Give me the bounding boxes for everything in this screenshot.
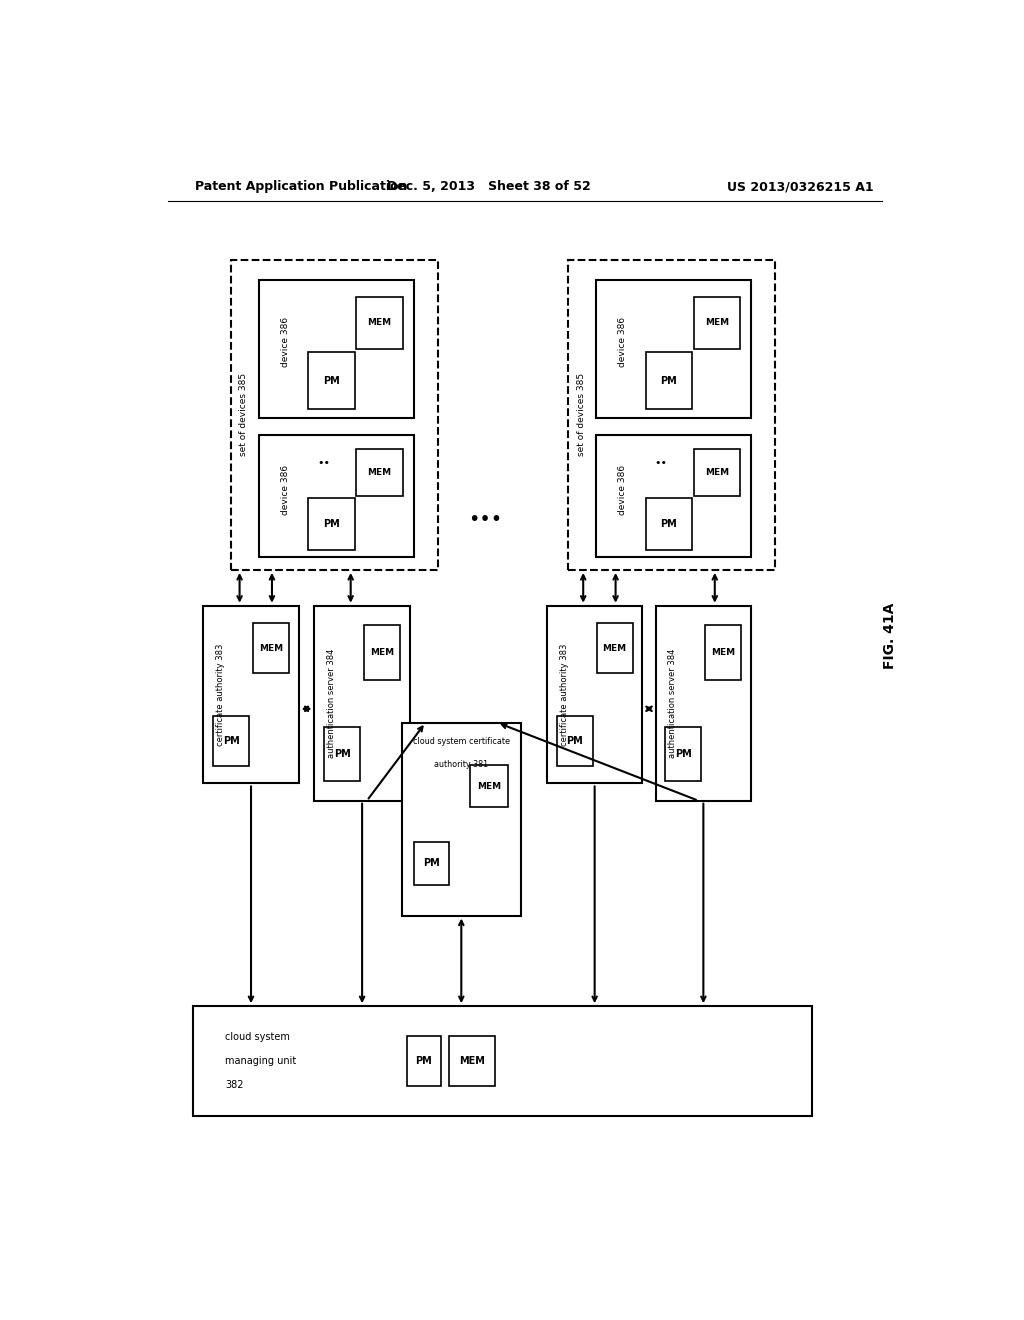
Text: device 386: device 386 bbox=[281, 317, 290, 367]
Bar bbox=[253, 623, 289, 673]
Text: MEM: MEM bbox=[602, 644, 627, 653]
Text: set of devices 385: set of devices 385 bbox=[577, 374, 586, 457]
Text: PM: PM bbox=[222, 735, 240, 746]
Bar bbox=[314, 606, 410, 801]
Bar bbox=[449, 1036, 495, 1086]
Bar bbox=[596, 434, 751, 557]
Bar bbox=[706, 626, 741, 680]
Text: •••: ••• bbox=[468, 510, 502, 529]
Text: managing unit: managing unit bbox=[225, 1056, 296, 1067]
Text: MEM: MEM bbox=[368, 318, 392, 327]
Bar bbox=[470, 766, 508, 808]
Text: certificate authority 383: certificate authority 383 bbox=[216, 643, 225, 746]
Text: cloud system certificate: cloud system certificate bbox=[413, 738, 510, 746]
Bar bbox=[356, 297, 402, 348]
Text: PM: PM bbox=[334, 748, 350, 759]
Text: PM: PM bbox=[324, 519, 340, 529]
Text: device 386: device 386 bbox=[281, 465, 290, 515]
Bar bbox=[646, 351, 692, 409]
Bar bbox=[547, 606, 642, 784]
Text: PM: PM bbox=[675, 748, 692, 759]
Bar bbox=[356, 450, 402, 496]
Text: US 2013/0326215 A1: US 2013/0326215 A1 bbox=[727, 181, 873, 193]
Text: device 386: device 386 bbox=[618, 465, 627, 515]
Text: Patent Application Publication: Patent Application Publication bbox=[196, 181, 408, 193]
Bar bbox=[308, 351, 355, 409]
Text: FIG. 41A: FIG. 41A bbox=[883, 603, 897, 669]
Text: authority 381: authority 381 bbox=[434, 760, 488, 770]
Text: PM: PM bbox=[423, 858, 440, 869]
Text: MEM: MEM bbox=[259, 644, 283, 653]
Text: device 386: device 386 bbox=[618, 317, 627, 367]
Bar bbox=[324, 726, 360, 781]
Bar bbox=[693, 297, 740, 348]
Text: MEM: MEM bbox=[705, 318, 729, 327]
Text: ••: •• bbox=[654, 458, 668, 469]
Bar bbox=[597, 623, 633, 673]
Bar bbox=[568, 260, 775, 570]
Bar bbox=[401, 722, 521, 916]
Text: 382: 382 bbox=[225, 1080, 244, 1090]
Text: PM: PM bbox=[660, 519, 677, 529]
Text: ••: •• bbox=[317, 458, 331, 469]
Text: cloud system: cloud system bbox=[225, 1032, 290, 1041]
Text: PM: PM bbox=[416, 1056, 432, 1067]
Text: MEM: MEM bbox=[705, 469, 729, 477]
Text: PM: PM bbox=[324, 375, 340, 385]
Bar bbox=[259, 280, 414, 417]
Text: MEM: MEM bbox=[370, 648, 394, 657]
Bar bbox=[213, 715, 249, 766]
Text: authentication server 384: authentication server 384 bbox=[327, 648, 336, 758]
Bar bbox=[693, 450, 740, 496]
Text: MEM: MEM bbox=[459, 1056, 484, 1067]
Text: certificate authority 383: certificate authority 383 bbox=[560, 643, 568, 746]
Bar bbox=[308, 498, 355, 549]
Bar bbox=[414, 842, 450, 884]
Text: PM: PM bbox=[660, 375, 677, 385]
Text: authentication server 384: authentication server 384 bbox=[669, 648, 678, 758]
Text: Dec. 5, 2013   Sheet 38 of 52: Dec. 5, 2013 Sheet 38 of 52 bbox=[387, 181, 591, 193]
Bar bbox=[557, 715, 593, 766]
Text: MEM: MEM bbox=[368, 469, 392, 477]
Bar bbox=[666, 726, 701, 781]
Bar bbox=[204, 606, 299, 784]
Text: PM: PM bbox=[566, 735, 583, 746]
Bar bbox=[194, 1006, 812, 1115]
Text: set of devices 385: set of devices 385 bbox=[240, 374, 249, 457]
Text: MEM: MEM bbox=[476, 781, 501, 791]
Bar bbox=[646, 498, 692, 549]
Text: MEM: MEM bbox=[712, 648, 735, 657]
Bar bbox=[596, 280, 751, 417]
Bar bbox=[655, 606, 751, 801]
Bar bbox=[407, 1036, 440, 1086]
Bar bbox=[259, 434, 414, 557]
Bar bbox=[231, 260, 437, 570]
Bar bbox=[364, 626, 400, 680]
